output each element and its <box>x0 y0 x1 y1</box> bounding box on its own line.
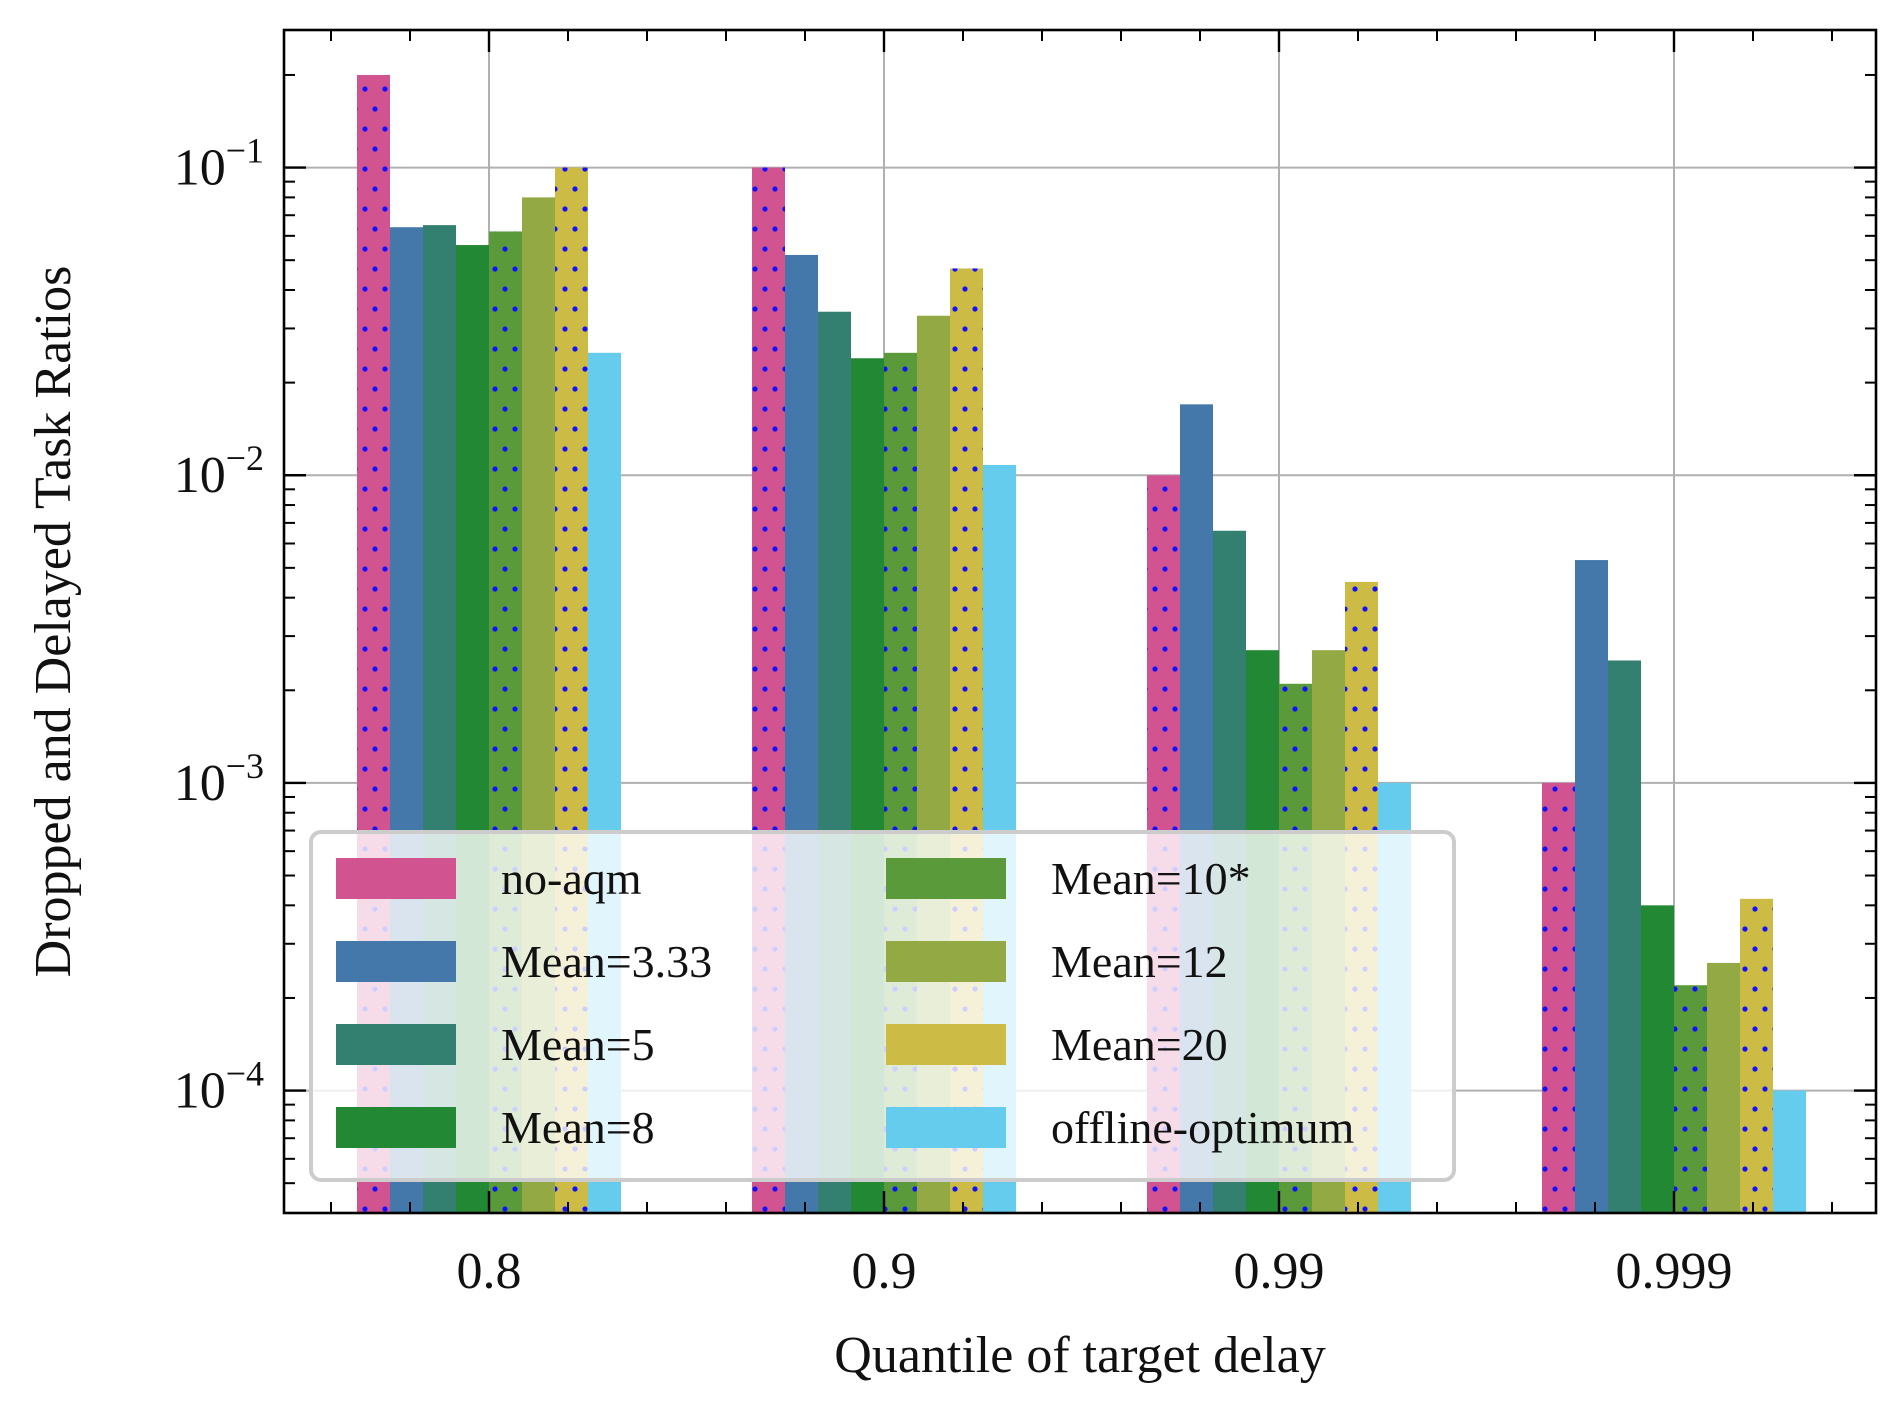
legend-swatch <box>336 1107 456 1148</box>
legend-label: Mean=10* <box>1051 853 1251 904</box>
legend-swatch <box>336 941 456 982</box>
bar <box>1608 660 1641 1213</box>
x-tick-label: 0.8 <box>457 1243 522 1300</box>
y-axis-title: Dropped and Delayed Task Ratios <box>25 266 82 978</box>
bar <box>1773 1090 1806 1213</box>
bar <box>1641 905 1674 1213</box>
plot-area-frame <box>282 28 1878 1215</box>
bar <box>1575 560 1608 1213</box>
legend-box <box>309 830 1456 1182</box>
legend-swatch <box>886 1107 1006 1148</box>
y-tick-label: 10−4 <box>174 1054 264 1120</box>
bar-hatch <box>1542 782 1575 1213</box>
y-tick-label: 10−2 <box>174 438 264 504</box>
x-axis-title: Quantile of target delay <box>834 1327 1325 1384</box>
legend-label: Mean=12 <box>1051 936 1228 987</box>
legend-label: Mean=5 <box>501 1019 655 1070</box>
axis-ticks <box>284 30 1876 1213</box>
y-tick-labels: 10−1 10−2 10−3 10−4 <box>174 131 264 1120</box>
y-tick-label: 10−3 <box>174 746 264 812</box>
legend-swatch <box>336 858 456 899</box>
legend-swatch <box>336 1024 456 1065</box>
legend-swatch <box>886 1024 1006 1065</box>
legend-swatch <box>886 858 1006 899</box>
legend: no-aqm Mean=3.33 Mean=5 Mean=8 Mean=10* Mean=… <box>309 830 1456 1182</box>
bar <box>1707 962 1740 1213</box>
x-tick-label: 0.9 <box>852 1243 917 1300</box>
y-tick-label: 10−1 <box>174 131 264 197</box>
x-tick-label: 0.999 <box>1616 1243 1733 1300</box>
legend-label: offline-optimum <box>1051 1102 1354 1153</box>
legend-label: no-aqm <box>501 853 642 904</box>
x-tick-label: 0.99 <box>1234 1243 1325 1300</box>
legend-swatch <box>886 941 1006 982</box>
legend-label: Mean=8 <box>501 1102 655 1153</box>
bar-hatch <box>1740 898 1773 1213</box>
x-tick-labels: 0.8 0.9 0.99 0.999 <box>457 1243 1733 1300</box>
bar-hatch <box>1674 985 1707 1213</box>
legend-label: Mean=3.33 <box>501 936 712 987</box>
legend-label: Mean=20 <box>1051 1019 1228 1070</box>
